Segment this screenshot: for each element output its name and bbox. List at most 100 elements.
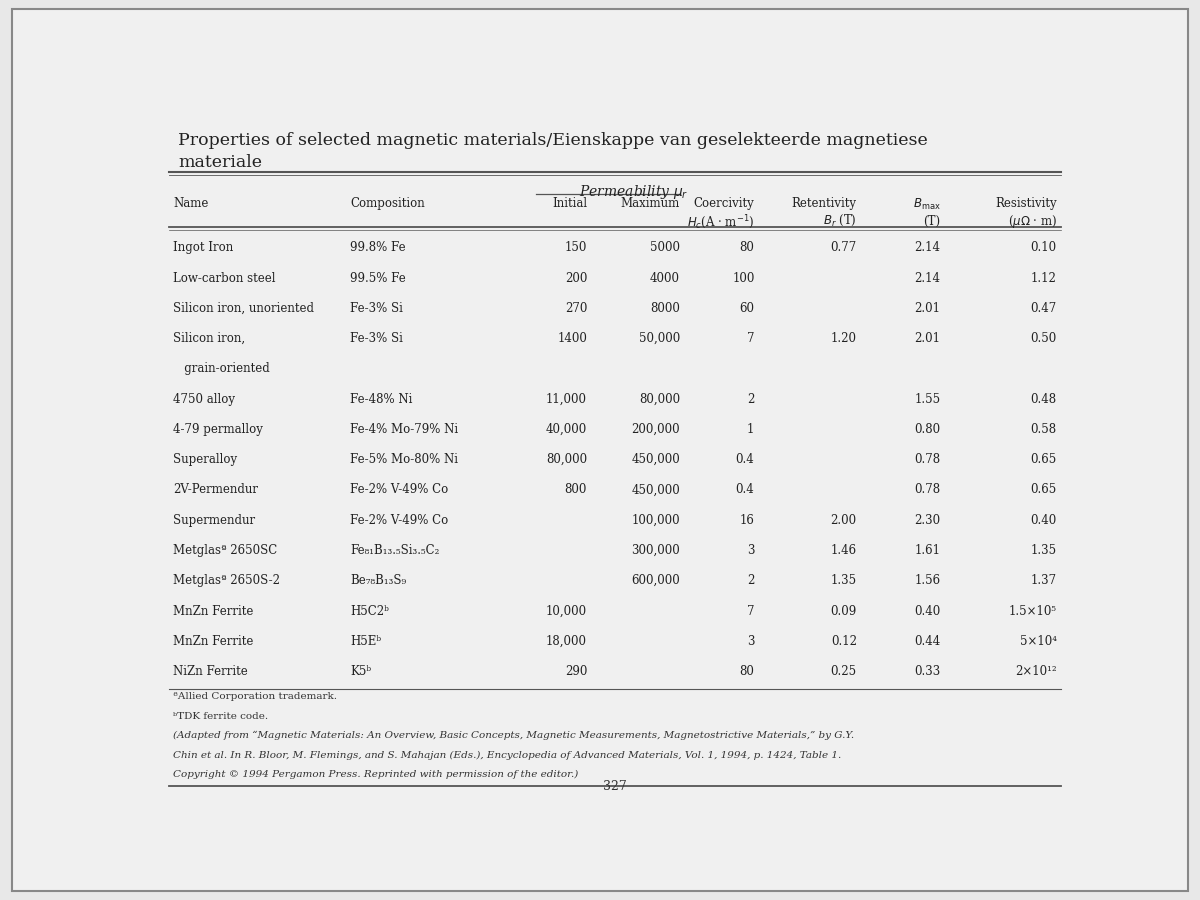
Text: 11,000: 11,000	[546, 392, 587, 406]
Text: 4000: 4000	[650, 272, 680, 284]
Text: 16: 16	[739, 514, 755, 526]
Text: 100: 100	[732, 272, 755, 284]
Text: 1.5×10⁵: 1.5×10⁵	[1009, 605, 1057, 617]
Text: 40,000: 40,000	[546, 423, 587, 436]
Text: Fe-5% Mo-80% Ni: Fe-5% Mo-80% Ni	[350, 454, 458, 466]
Text: Composition: Composition	[350, 197, 425, 210]
Text: Copyright © 1994 Pergamon Press. Reprinted with permission of the editor.): Copyright © 1994 Pergamon Press. Reprint…	[173, 770, 578, 778]
Text: 80: 80	[739, 665, 755, 678]
Text: 600,000: 600,000	[631, 574, 680, 587]
Text: 0.4: 0.4	[736, 483, 755, 497]
Text: $B_{\mathrm{max}}$
(T): $B_{\mathrm{max}}$ (T)	[913, 197, 941, 228]
Text: Fe-3% Si: Fe-3% Si	[350, 332, 403, 346]
Text: ᵇTDK ferrite code.: ᵇTDK ferrite code.	[173, 712, 269, 721]
Text: 3: 3	[746, 634, 755, 648]
Text: 0.47: 0.47	[1031, 302, 1057, 315]
Text: 1.35: 1.35	[1031, 544, 1057, 557]
Text: 7: 7	[746, 605, 755, 617]
Text: 99.5% Fe: 99.5% Fe	[350, 272, 406, 284]
Text: Permeability $\mu_r$: Permeability $\mu_r$	[578, 183, 689, 201]
Text: 80,000: 80,000	[546, 454, 587, 466]
Text: Maximum: Maximum	[620, 197, 680, 210]
Text: 200: 200	[565, 272, 587, 284]
Text: 4-79 permalloy: 4-79 permalloy	[173, 423, 263, 436]
Text: grain-oriented: grain-oriented	[173, 363, 270, 375]
Text: 0.44: 0.44	[914, 634, 941, 648]
Text: 0.10: 0.10	[1031, 241, 1057, 255]
Text: MnZn Ferrite: MnZn Ferrite	[173, 634, 253, 648]
Text: 2.14: 2.14	[914, 272, 941, 284]
Text: Properties of selected magnetic materials/Eienskappe van geselekteerde magneties: Properties of selected magnetic material…	[178, 132, 928, 172]
Text: 7: 7	[746, 332, 755, 346]
Text: 327: 327	[604, 779, 626, 793]
Text: Fe-2% V-49% Co: Fe-2% V-49% Co	[350, 483, 449, 497]
Text: 450,000: 450,000	[631, 483, 680, 497]
Text: H5Eᵇ: H5Eᵇ	[350, 634, 382, 648]
Text: Be₇₈B₁₃S₉: Be₇₈B₁₃S₉	[350, 574, 406, 587]
Text: 1.37: 1.37	[1031, 574, 1057, 587]
Text: 0.48: 0.48	[1031, 392, 1057, 406]
Text: 2: 2	[748, 574, 755, 587]
Text: Ingot Iron: Ingot Iron	[173, 241, 234, 255]
Text: 1.61: 1.61	[914, 544, 941, 557]
Text: 4750 alloy: 4750 alloy	[173, 392, 235, 406]
Text: 80: 80	[739, 241, 755, 255]
Text: 0.09: 0.09	[830, 605, 857, 617]
Text: 0.4: 0.4	[736, 454, 755, 466]
Text: 1.20: 1.20	[830, 332, 857, 346]
Text: Fe-2% V-49% Co: Fe-2% V-49% Co	[350, 514, 449, 526]
Text: 1.55: 1.55	[914, 392, 941, 406]
Text: 1400: 1400	[557, 332, 587, 346]
Text: 80,000: 80,000	[638, 392, 680, 406]
Text: 0.58: 0.58	[1031, 423, 1057, 436]
Text: Initial: Initial	[552, 197, 587, 210]
Text: 290: 290	[565, 665, 587, 678]
Text: 800: 800	[565, 483, 587, 497]
Text: 5000: 5000	[650, 241, 680, 255]
Text: 0.25: 0.25	[830, 665, 857, 678]
Text: 100,000: 100,000	[631, 514, 680, 526]
Text: NiZn Ferrite: NiZn Ferrite	[173, 665, 248, 678]
Text: 2.30: 2.30	[914, 514, 941, 526]
Text: Metglasª 2650SC: Metglasª 2650SC	[173, 544, 277, 557]
Text: 5×10⁴: 5×10⁴	[1020, 634, 1057, 648]
Text: 2×10¹²: 2×10¹²	[1015, 665, 1057, 678]
Text: 3: 3	[746, 544, 755, 557]
Text: 0.12: 0.12	[830, 634, 857, 648]
Text: 150: 150	[565, 241, 587, 255]
Text: 270: 270	[565, 302, 587, 315]
Text: 0.65: 0.65	[1031, 483, 1057, 497]
Text: ªAllied Corporation trademark.: ªAllied Corporation trademark.	[173, 692, 337, 701]
Text: 2V-Permendur: 2V-Permendur	[173, 483, 258, 497]
Text: Silicon iron, unoriented: Silicon iron, unoriented	[173, 302, 314, 315]
Text: (Adapted from “Magnetic Materials: An Overview, Basic Concepts, Magnetic Measure: (Adapted from “Magnetic Materials: An Ov…	[173, 731, 854, 741]
Text: Superalloy: Superalloy	[173, 454, 238, 466]
Text: 450,000: 450,000	[631, 454, 680, 466]
Text: 99.8% Fe: 99.8% Fe	[350, 241, 406, 255]
Text: 8000: 8000	[650, 302, 680, 315]
Text: 2: 2	[748, 392, 755, 406]
Text: Fe-3% Si: Fe-3% Si	[350, 302, 403, 315]
Text: Coercivity
$H_c$(A · m$^{-1}$): Coercivity $H_c$(A · m$^{-1}$)	[688, 197, 755, 231]
Text: 0.78: 0.78	[914, 483, 941, 497]
Text: Fe-48% Ni: Fe-48% Ni	[350, 392, 413, 406]
Text: 0.65: 0.65	[1031, 454, 1057, 466]
Text: Name: Name	[173, 197, 209, 210]
Text: Metglasª 2650S-2: Metglasª 2650S-2	[173, 574, 281, 587]
Text: Chin et al. In R. Bloor, M. Flemings, and S. Mahajan (Eds.), Encyclopedia of Adv: Chin et al. In R. Bloor, M. Flemings, an…	[173, 751, 841, 760]
Text: Retentivity
$B_r$ (T): Retentivity $B_r$ (T)	[792, 197, 857, 229]
Text: Fe-4% Mo-79% Ni: Fe-4% Mo-79% Ni	[350, 423, 458, 436]
Text: 0.50: 0.50	[1031, 332, 1057, 346]
Text: 10,000: 10,000	[546, 605, 587, 617]
Text: 1.46: 1.46	[830, 544, 857, 557]
Text: 1.56: 1.56	[914, 574, 941, 587]
Text: Resistivity
($\mu\Omega$ · m): Resistivity ($\mu\Omega$ · m)	[995, 197, 1057, 230]
Text: 0.40: 0.40	[1031, 514, 1057, 526]
Text: 0.80: 0.80	[914, 423, 941, 436]
Text: Fe₈₁B₁₃.₅Si₃.₅C₂: Fe₈₁B₁₃.₅Si₃.₅C₂	[350, 544, 439, 557]
Text: 0.78: 0.78	[914, 454, 941, 466]
Text: K5ᵇ: K5ᵇ	[350, 665, 371, 678]
Text: MnZn Ferrite: MnZn Ferrite	[173, 605, 253, 617]
Text: 200,000: 200,000	[631, 423, 680, 436]
Text: 2.00: 2.00	[830, 514, 857, 526]
